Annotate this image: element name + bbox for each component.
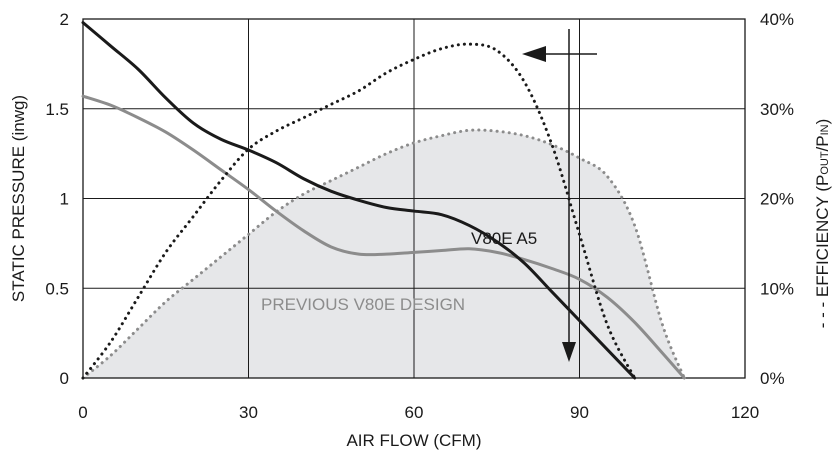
x-tick-label: 30 [239, 403, 258, 422]
y-tick-label-left: 0 [60, 369, 69, 388]
y-tick-label-right: 30% [760, 100, 794, 119]
x-tick-label: 0 [78, 403, 87, 422]
y-tick-label-left: 2 [60, 10, 69, 29]
x-tick-label: 120 [731, 403, 759, 422]
v80e-a5-label: V80E A5 [471, 229, 537, 248]
y-tick-label-right: 0% [760, 369, 785, 388]
previous-design-label: PREVIOUS V80E DESIGN [261, 295, 465, 314]
y-axis-label-right-sub2: IN [819, 124, 831, 135]
arrow-left-head [522, 46, 546, 62]
y-tick-label-right: 40% [760, 10, 794, 29]
x-tick-label: 90 [570, 403, 589, 422]
y-tick-label-right: 20% [760, 190, 794, 209]
y-axis-label-right: - - - EFFICIENCY (POUT/PIN) [813, 119, 832, 329]
y-tick-label-left: 0.5 [45, 279, 69, 298]
series-line-1 [81, 21, 637, 380]
series-line-3 [81, 42, 637, 380]
y-tick-label-right: 10% [760, 279, 794, 298]
y-tick-label-left: 1 [60, 190, 69, 209]
x-tick-label: 60 [405, 403, 424, 422]
y-axis-label-right-suffix: ) [813, 119, 832, 125]
series-line-4 [81, 128, 686, 380]
series-group [81, 21, 686, 380]
x-axis-label: AIR FLOW (CFM) [346, 431, 481, 450]
series-line-2 [81, 94, 686, 380]
plot-frame [82, 18, 746, 379]
y-axis-label-right-mid: /P [813, 135, 832, 151]
y-axis-label-left: STATIC PRESSURE (inwg) [9, 95, 28, 302]
arrow-down-head [562, 342, 576, 362]
y-tick-label-left: 1.5 [45, 100, 69, 119]
annotation-arrows [522, 29, 597, 362]
y-axis-label-right-sub1: OUT [819, 151, 831, 175]
y-axis-label-right-prefix: - - - EFFICIENCY (P [813, 175, 832, 329]
gridlines [83, 19, 745, 378]
